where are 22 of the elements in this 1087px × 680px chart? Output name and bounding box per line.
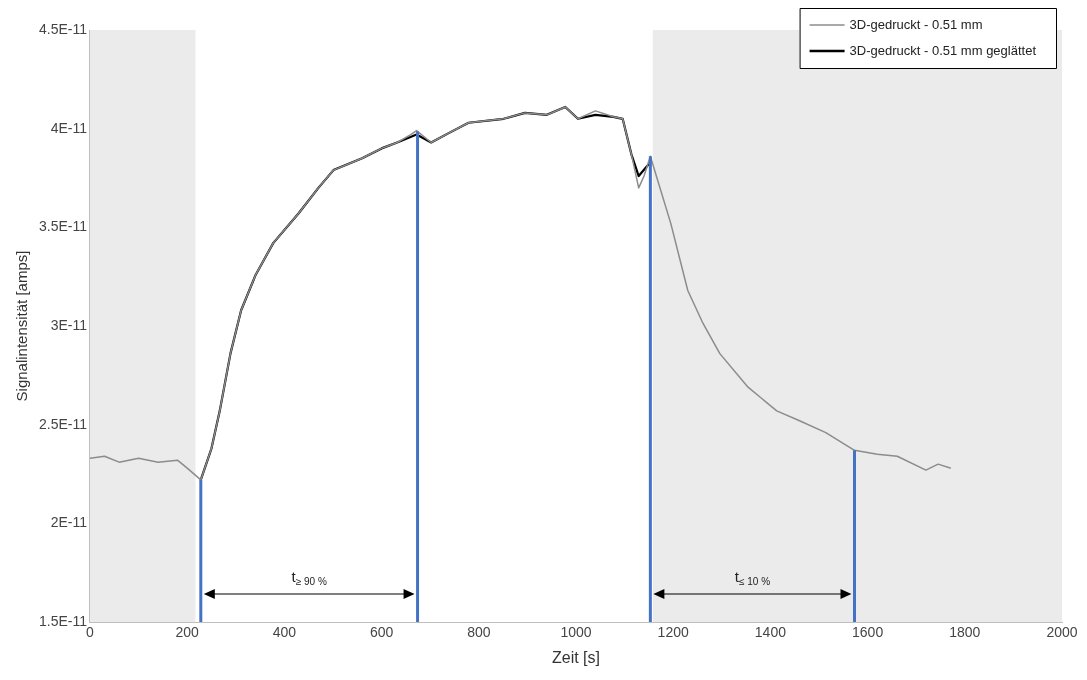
y-tick-label: 4E-11 <box>50 119 88 136</box>
x-tick-label: 1600 <box>852 624 884 641</box>
x-tick-label: 2000 <box>1046 624 1078 641</box>
legend-label: 3D-gedruckt - 0.51 mm <box>849 16 983 32</box>
x-tick-label: 800 <box>467 624 491 641</box>
x-tick-label: 600 <box>369 624 394 641</box>
x-tick-label: 400 <box>272 624 297 641</box>
y-axis-title: Signalintensität [amps] <box>13 250 31 402</box>
y-tick-label: 3.5E-11 <box>39 218 88 235</box>
x-tick-label: 200 <box>175 624 200 641</box>
y-tick-label: 4.5E-11 <box>39 20 88 37</box>
legend-label: 3D-gedruckt - 0.51 mm geglättet <box>849 42 1037 58</box>
x-tick-label: 1000 <box>560 624 592 641</box>
x-tick-label: 1200 <box>657 624 689 641</box>
y-tick-label: 3E-11 <box>50 316 88 333</box>
x-axis-title: Zeit [s] <box>551 648 601 666</box>
y-tick-label: 2E-11 <box>50 514 88 531</box>
x-tick-label: 1800 <box>949 624 981 641</box>
x-tick-label: 1400 <box>754 624 787 641</box>
y-tick-label: 1.5E-11 <box>39 612 88 629</box>
y-tick-label: 2.5E-11 <box>39 415 88 432</box>
x-tick-label: 0 <box>86 624 95 641</box>
